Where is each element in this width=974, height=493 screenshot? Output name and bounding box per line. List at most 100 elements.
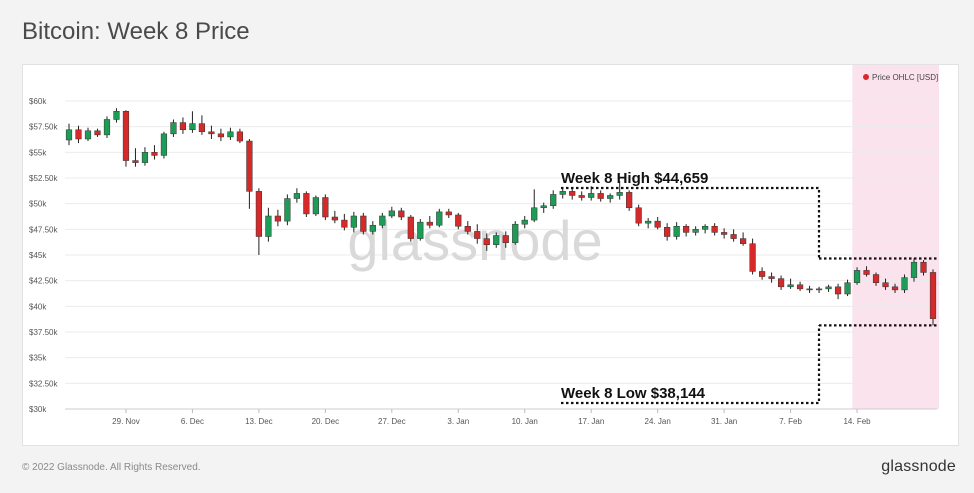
candle-body [160,133,168,156]
x-tick-label: 10. Jan [512,417,538,426]
candle-body [531,207,538,221]
candle-body [891,286,899,291]
candle [920,260,927,276]
candle-body [796,284,804,290]
x-tick-label: 6. Dec [181,417,204,426]
week-8-high-label: Week 8 High $44,659 [561,170,708,187]
candle-body [350,215,357,228]
candle [379,212,386,229]
candle-body [217,133,225,138]
y-tick-label: $60k [29,97,47,106]
candle-body [436,211,443,226]
candle [75,125,82,144]
candle-body [407,216,414,239]
candle-body [777,278,785,288]
candle [815,286,823,293]
y-tick-label: $47.50k [29,225,58,234]
candle [512,221,519,245]
x-tick-label: 14. Feb [843,417,871,426]
candle-body [198,123,206,133]
candle [398,207,405,221]
candle-body [75,129,82,140]
candle-body [521,219,528,225]
price-chart: $30k $32.50k $35k $37.50k $40k $42.50k $45k $47… [29,65,939,426]
candle [616,181,623,200]
candle-body [341,219,348,228]
candle [597,190,604,202]
candle-body [493,235,500,245]
candle-body [559,191,566,195]
candle-body [141,152,149,163]
candle [531,189,538,223]
candle-body [265,215,272,237]
candle [853,267,861,285]
candle-body [740,238,747,244]
candle-body [597,193,604,199]
candle [198,115,206,135]
candle [796,281,804,291]
y-tick-label: $37.50k [29,328,58,337]
candle [141,147,149,166]
candle-body [626,192,633,209]
candle [407,214,414,242]
candle [910,258,918,282]
candle [236,128,243,144]
candle-body [236,131,243,142]
candle [692,226,699,236]
candle-body [179,122,187,130]
candle-body [749,243,756,272]
candle-body [834,286,842,295]
candle [711,223,718,236]
candle-body [303,193,310,215]
x-tick-label: 29. Nov [112,417,140,426]
candle [483,233,490,251]
candle-body [920,261,927,273]
candle-body [170,122,177,135]
candle-body [417,221,424,239]
candle-body [607,195,614,199]
candle-body [550,194,557,206]
candle [664,223,671,241]
candle-body [208,131,215,135]
candle [673,222,680,240]
candle-body [578,195,585,198]
candle [502,231,509,248]
candle [445,208,452,219]
candle [132,148,139,167]
candle [455,212,462,230]
candle [559,187,566,199]
candle [255,188,262,255]
candle-body [882,282,889,288]
y-tick-label: $32.50k [29,379,58,388]
candle [730,229,737,242]
footer-brand-logo: glassnode [881,458,956,475]
week-8-low-bracket [561,325,821,405]
candle-body [635,207,642,224]
x-tick-label: 24. Jan [645,417,671,426]
candle-body [825,286,832,290]
candle [284,194,291,226]
candle-body [151,152,158,156]
x-tick-label: 7. Feb [779,417,802,426]
candle [493,232,500,248]
candle [863,266,870,277]
candle [540,202,547,213]
x-tick-label: 17. Jan [578,417,604,426]
candle [122,110,130,167]
candle-body [455,214,462,227]
candle-body [84,130,92,140]
y-tick-label: $42.50k [29,277,58,286]
candle-body [369,224,376,232]
candle-body [664,227,671,237]
x-tick-label: 27. Dec [378,417,406,426]
candle-body [711,226,718,233]
candle-body [483,238,490,245]
candle-body [113,111,120,120]
candle-body [768,276,775,279]
candle [806,285,813,293]
candle-body [65,129,73,141]
candle [464,221,471,235]
candle [759,267,766,280]
candle [65,123,73,146]
candle [777,275,785,290]
